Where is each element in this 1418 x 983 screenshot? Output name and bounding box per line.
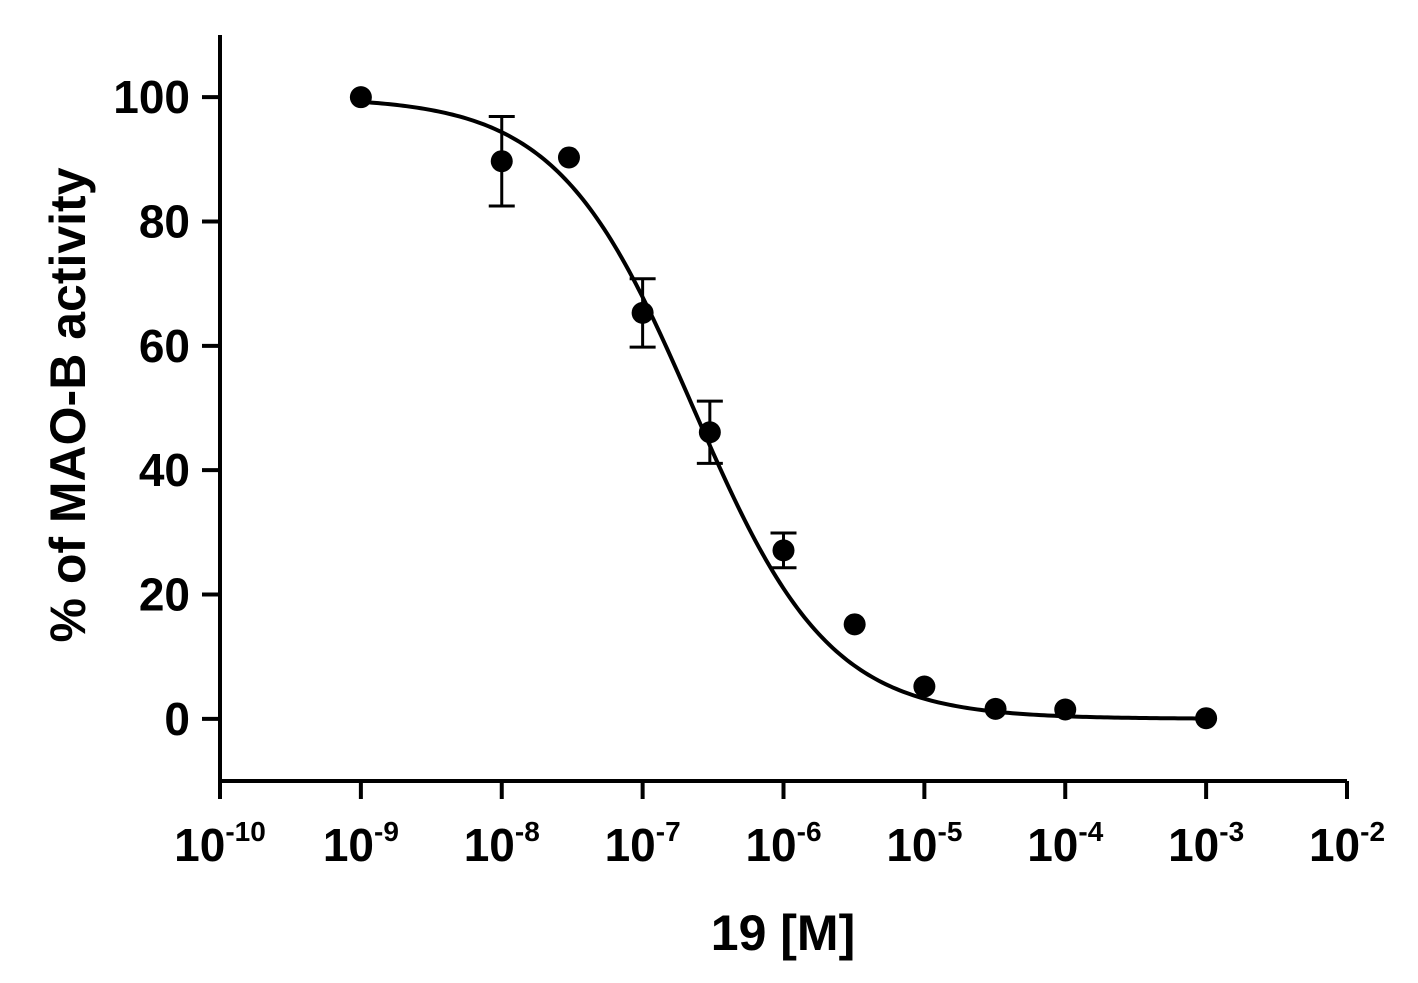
- y-tick-label: 0: [164, 693, 190, 745]
- x-tick-label: 10-6: [745, 816, 821, 871]
- data-point: [698, 421, 721, 444]
- y-tick-label: 60: [139, 320, 190, 372]
- x-tick-label: 10-9: [323, 816, 399, 871]
- axes: [202, 35, 1349, 799]
- data-point: [631, 301, 654, 324]
- x-tick-label: 10-8: [464, 816, 540, 871]
- x-axis-title: 19 [M]: [711, 905, 855, 961]
- y-tick-label: 80: [139, 196, 190, 248]
- x-tick-label: 10-10: [174, 816, 266, 871]
- y-axis-title: % of MAO-B activity: [40, 167, 96, 642]
- data-point: [1195, 707, 1218, 730]
- data-point: [1054, 698, 1077, 721]
- y-tick-label: 20: [139, 569, 190, 621]
- data-point: [913, 675, 936, 698]
- x-tick-label: 10-7: [605, 816, 681, 871]
- data-point: [490, 150, 513, 173]
- x-tick-label: 10-5: [886, 816, 962, 871]
- data-point: [349, 86, 372, 109]
- tick-labels-layer: 0 20 40 60 80 100 10-10 10-9 10-8 10-7 10-6 10-5 10-…: [113, 71, 1385, 871]
- x-tick-label: 10-2: [1309, 816, 1385, 871]
- data-points-layer: [349, 86, 1218, 730]
- data-point: [984, 697, 1007, 720]
- fit-curve-layer: [360, 99, 1207, 721]
- data-point: [843, 613, 866, 636]
- data-point: [772, 539, 795, 562]
- x-tick-label: 10-4: [1027, 816, 1103, 871]
- fit-curve: [360, 99, 1207, 721]
- y-tick-label: 40: [139, 444, 190, 496]
- y-tick-label: 100: [113, 71, 190, 123]
- x-tick-label: 10-3: [1168, 816, 1244, 871]
- data-point: [557, 146, 580, 169]
